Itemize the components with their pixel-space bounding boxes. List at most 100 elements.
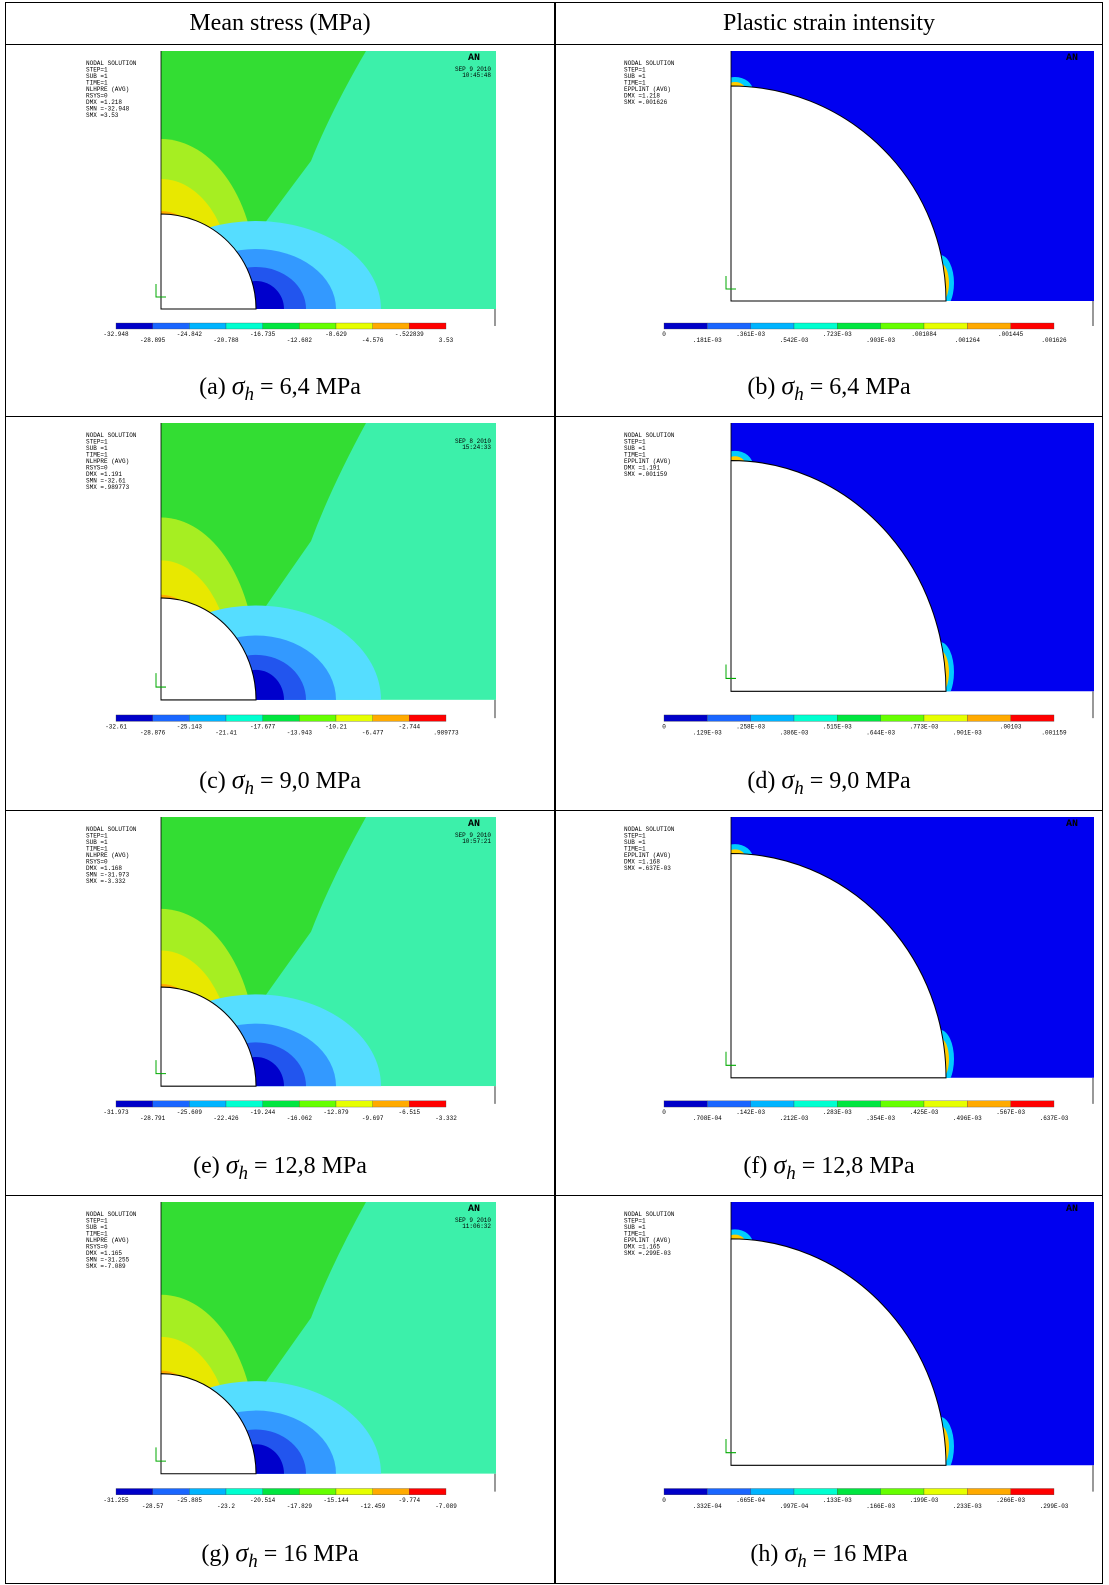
caption-symbol: σ	[232, 765, 245, 794]
legend-swatch	[189, 323, 226, 329]
legend-label: .001264	[955, 337, 981, 344]
legend-swatch	[409, 1489, 446, 1495]
plot-shapes	[76, 423, 496, 745]
figure-cell: NODAL SOLUTIONSTEP=1SUB =1TIME=1NLHPRE (…	[5, 1195, 555, 1584]
caption-label: (g)	[201, 1541, 229, 1567]
info-line: SMX =.001626	[624, 99, 668, 106]
legend-label: -17.677	[250, 723, 276, 730]
legend-label: -17.829	[287, 1503, 313, 1510]
caption: (e) σh = 12,8 MPa	[6, 1150, 554, 1185]
legend-label: -23.2	[217, 1503, 235, 1510]
legend-swatch	[924, 715, 967, 721]
legend-label: .212E-03	[780, 1115, 809, 1122]
legend-label: .644E-03	[866, 729, 895, 736]
legend-label: -31.973	[103, 1109, 129, 1116]
caption-symbol: σ	[781, 765, 794, 794]
legend-swatch	[794, 1101, 837, 1107]
caption-value: = 6,4 MPa	[810, 374, 911, 400]
legend-swatch	[116, 715, 153, 721]
caption-subscript: h	[797, 1551, 807, 1572]
info-line: SMX =-7.089	[86, 1263, 126, 1270]
legend-label: -28.57	[142, 1503, 164, 1510]
legend-label: -9.774	[399, 1497, 421, 1504]
legend-swatch	[373, 1101, 410, 1107]
figure-cell: NODAL SOLUTIONSTEP=1SUB =1TIME=1EPPLINT …	[555, 416, 1103, 811]
legend-label: .283E-03	[823, 1109, 852, 1116]
header-text: Mean stress (MPa)	[189, 10, 370, 36]
legend-swatch	[881, 1489, 924, 1495]
legend-label: .361E-03	[736, 331, 765, 338]
legend-swatch	[924, 1489, 967, 1495]
legend-label: .181E-03	[693, 337, 722, 344]
legend-label: -20.788	[213, 337, 239, 344]
caption-label: (b)	[747, 374, 775, 400]
legend-label: .567E-03	[996, 1109, 1025, 1116]
contours	[76, 817, 496, 1130]
legend-label: .542E-03	[780, 337, 809, 344]
legend-label: -12.682	[287, 337, 313, 344]
legend-label: -4.576	[362, 337, 384, 344]
legend-swatch	[116, 1489, 153, 1495]
legend-swatch	[299, 715, 336, 721]
legend-label: -15.144	[323, 1497, 349, 1504]
caption: (c) σh = 9,0 MPa	[6, 765, 554, 800]
legend-swatch	[373, 1489, 410, 1495]
contour-plot: NODAL SOLUTIONSTEP=1SUB =1TIME=1NLHPRE (…	[76, 1202, 496, 1518]
legend-label: .354E-03	[866, 1115, 895, 1122]
caption: (g) σh = 16 MPa	[6, 1538, 554, 1573]
legend-label: .989773	[433, 729, 459, 736]
legend-swatch	[664, 1101, 707, 1107]
legend-swatch	[153, 715, 190, 721]
legend-label: -24.842	[177, 331, 203, 338]
legend-label: .425E-03	[910, 1109, 939, 1116]
legend-swatch	[751, 1101, 794, 1107]
time: 15:24:33	[462, 444, 491, 451]
legend-swatch	[924, 323, 967, 329]
legend-swatch	[1011, 323, 1054, 329]
caption: (d) σh = 9,0 MPa	[556, 765, 1102, 800]
info-line: SMX =.001159	[624, 471, 668, 478]
caption-value: = 6,4 MPa	[260, 374, 361, 400]
contours	[76, 51, 496, 351]
legend-label: .166E-03	[866, 1503, 895, 1510]
legend-swatch	[336, 323, 373, 329]
header-cell: Plastic strain intensity	[555, 2, 1103, 45]
contour-plot: NODAL SOLUTIONSTEP=1SUB =1TIME=1EPPLINT …	[614, 423, 1094, 745]
legend-swatch	[967, 323, 1010, 329]
caption: (a) σh = 6,4 MPa	[6, 371, 554, 406]
legend-swatch	[226, 1101, 263, 1107]
time: 11:06:32	[462, 1223, 491, 1230]
legend-label: -28.895	[140, 337, 166, 344]
legend-label: .001159	[1041, 729, 1067, 736]
legend-label: .266E-03	[996, 1497, 1025, 1504]
legend-label: .258E-03	[736, 723, 765, 730]
caption-label: (h)	[750, 1541, 778, 1567]
caption-value: = 12,8 MPa	[802, 1153, 915, 1179]
legend-swatch	[263, 715, 300, 721]
caption-subscript: h	[239, 1163, 249, 1184]
legend-label: -25.143	[177, 723, 203, 730]
caption: (h) σh = 16 MPa	[556, 1538, 1102, 1573]
info-line: SMX =3.53	[86, 112, 119, 119]
info-line: SMX =-3.332	[86, 878, 126, 885]
legend-swatch	[153, 1489, 190, 1495]
legend-swatch	[967, 1489, 1010, 1495]
legend-swatch	[373, 715, 410, 721]
legend-label: .001445	[998, 331, 1024, 338]
legend-swatch	[924, 1101, 967, 1107]
legend-label: .386E-03	[780, 729, 809, 736]
legend-label: .001084	[911, 331, 937, 338]
legend-label: .723E-03	[823, 331, 852, 338]
logo: AN	[1066, 53, 1078, 64]
legend-swatch	[1011, 715, 1054, 721]
legend-swatch	[664, 715, 707, 721]
legend-swatch	[226, 1489, 263, 1495]
legend-label: .708E-04	[693, 1115, 722, 1122]
legend-label: -19.244	[250, 1109, 276, 1116]
legend-label: .142E-03	[736, 1109, 765, 1116]
legend-label: -6.477	[362, 729, 384, 736]
caption-value: = 9,0 MPa	[260, 768, 361, 794]
legend-label: -21.41	[215, 729, 237, 736]
legend-label: -12.879	[323, 1109, 349, 1116]
